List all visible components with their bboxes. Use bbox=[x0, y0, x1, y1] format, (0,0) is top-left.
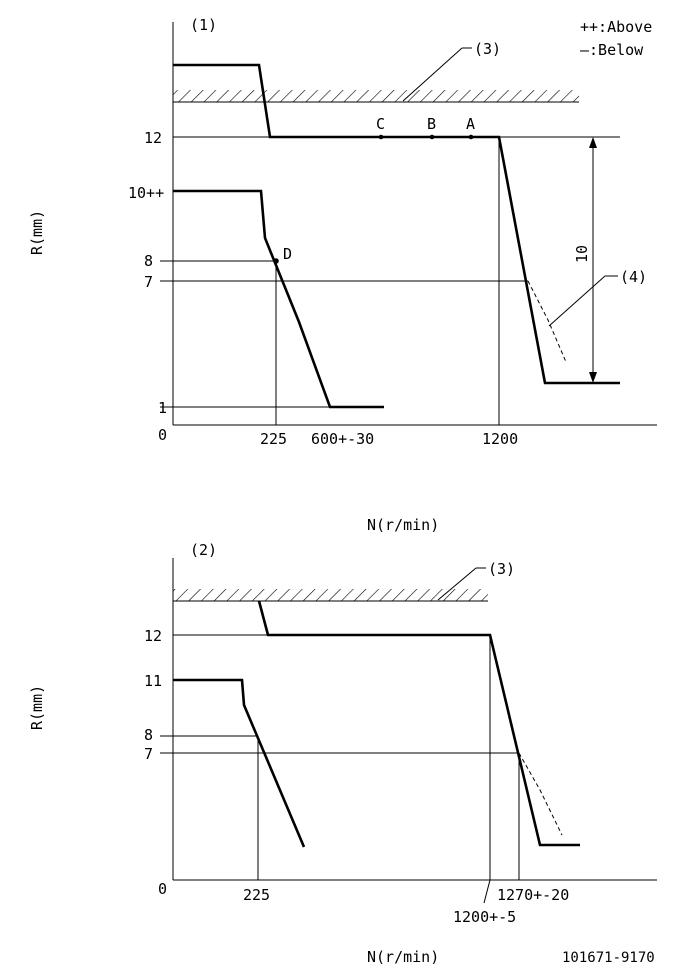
graph-1-ytick-0: 0 bbox=[158, 426, 167, 444]
graph-1-dimension-label: 10 bbox=[573, 245, 591, 263]
graph-1-dimension-arrow-top bbox=[589, 137, 597, 148]
graph-2-ytick-0: 0 bbox=[158, 880, 167, 898]
graph-2-callout-3: (3) bbox=[488, 560, 515, 578]
graph-1-dimension-arrow-bottom bbox=[589, 372, 597, 383]
graph-2-xtick-225: 225 bbox=[243, 886, 270, 904]
graph-2-id: (2) bbox=[190, 541, 217, 559]
legend-below: —:Below bbox=[580, 41, 644, 59]
graph-1: (1) (3) 12 10++ 8 7 1 0 225 600+-30 1200 bbox=[28, 16, 657, 534]
graph-2: (2) (3) 12 11 8 7 0 225 1270+-20 1200+-5 bbox=[28, 541, 657, 966]
graph-2-1200-leader bbox=[483, 879, 491, 904]
graph-1-callout-4: (4) bbox=[620, 268, 647, 286]
graph-1-limit-band bbox=[173, 90, 579, 102]
graph-2-ytick-11: 11 bbox=[144, 672, 162, 690]
graph-2-xtick-1200: 1200+-5 bbox=[453, 908, 516, 926]
graph-1-point-b-marker bbox=[429, 134, 435, 140]
graph-1-full-load-curve bbox=[173, 63, 620, 385]
graph-1-ytick-12: 12 bbox=[144, 129, 162, 147]
graph-1-point-a-marker bbox=[468, 134, 474, 140]
graph-2-ytick-12: 12 bbox=[144, 627, 162, 645]
graph-1-ytick-10: 10++ bbox=[128, 184, 164, 202]
graph-1-point-a: A bbox=[466, 115, 475, 133]
graph-2-callout-3-leader bbox=[437, 567, 477, 601]
graph-1-callout-3: (3) bbox=[474, 40, 501, 58]
graph-1-id: (1) bbox=[190, 16, 217, 34]
graph-1-callout-4-leader bbox=[548, 275, 606, 327]
graph-2-idle-curve bbox=[173, 678, 306, 848]
graph-1-x-axis-title: N(r/min) bbox=[367, 516, 439, 534]
graph-1-y-axis-title: R(mm) bbox=[28, 210, 46, 255]
graph-2-y-axis-title: R(mm) bbox=[28, 685, 46, 730]
graph-1-idle-curve bbox=[173, 189, 384, 409]
graph-1-point-d: D bbox=[283, 245, 292, 263]
drawing-number: 101671-9170 bbox=[562, 950, 655, 966]
graph-1-point-c-marker bbox=[378, 134, 384, 140]
graph-1-point-d-marker bbox=[273, 258, 279, 264]
graph-1-ytick-1: 1 bbox=[158, 399, 167, 417]
graph-1-xtick-225: 225 bbox=[260, 430, 287, 448]
graph-2-ytick-8: 8 bbox=[144, 726, 153, 744]
graph-1-callout-3-leader bbox=[402, 47, 463, 102]
graph-1-point-b: B bbox=[427, 115, 436, 133]
graph-2-xtick-1270: 1270+-20 bbox=[497, 886, 569, 904]
graph-2-full-load-curve bbox=[257, 600, 580, 847]
graph-2-ytick-7: 7 bbox=[144, 745, 153, 763]
graph-1-ytick-7: 7 bbox=[144, 273, 153, 291]
graph-1-dashed-curve-4 bbox=[527, 280, 567, 363]
graph-1-xtick-600: 600+-30 bbox=[311, 430, 374, 448]
graph-2-limit-band bbox=[173, 589, 488, 601]
legend-above: ++:Above bbox=[580, 18, 652, 36]
graph-2-x-axis-title: N(r/min) bbox=[367, 948, 439, 966]
graph-1-point-c: C bbox=[376, 115, 385, 133]
graph-1-xtick-1200: 1200 bbox=[482, 430, 518, 448]
graph-2-dashed-curve bbox=[518, 752, 563, 836]
graph-1-ytick-8: 8 bbox=[144, 252, 153, 270]
